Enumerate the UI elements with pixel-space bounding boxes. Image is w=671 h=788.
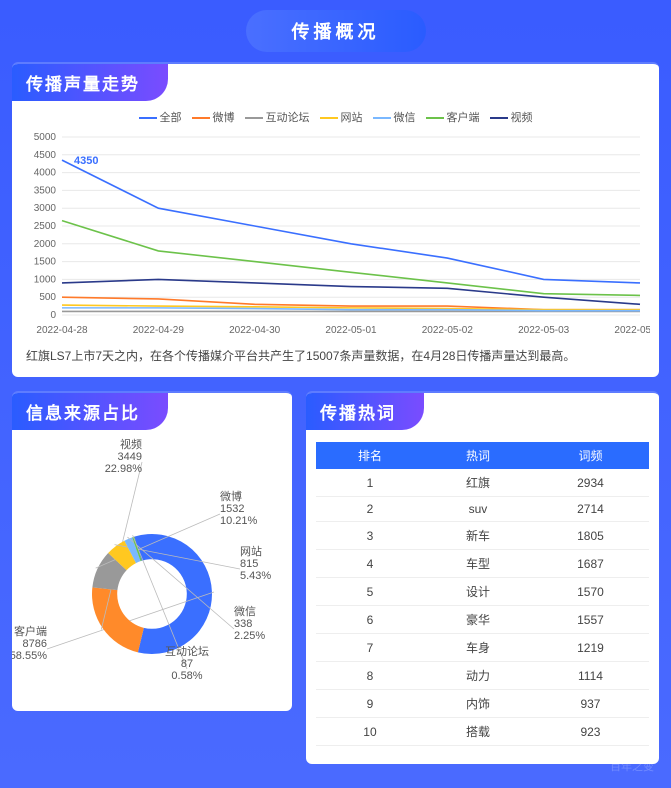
legend-item[interactable]: 微博 — [192, 109, 235, 125]
svg-text:2000: 2000 — [34, 239, 57, 250]
svg-text:2022-04-28: 2022-04-28 — [36, 325, 88, 336]
table-row: 4车型1687 — [316, 550, 649, 578]
svg-text:2022-04-29: 2022-04-29 — [133, 325, 185, 336]
legend-item[interactable]: 互动论坛 — [245, 109, 310, 125]
table-row: 5设计1570 — [316, 578, 649, 606]
table-header: 排名 — [316, 442, 424, 469]
watermark: 超级宇论 百年之变 — [610, 745, 654, 774]
svg-text:2022-04-30: 2022-04-30 — [229, 325, 281, 336]
table-row: 8动力1114 — [316, 662, 649, 690]
svg-text:互动论坛: 互动论坛 — [165, 644, 209, 658]
legend-item[interactable]: 微信 — [373, 109, 416, 125]
table-row: 1红旗2934 — [316, 469, 649, 497]
table-row: 6豪华1557 — [316, 606, 649, 634]
hotwords-title: 传播热词 — [306, 393, 424, 430]
line-chart-desc: 红旗LS7上市7天之内，在各个传播媒介平台共产生了15007条声量数据，在4月2… — [12, 339, 659, 367]
legend-item[interactable]: 网站 — [320, 109, 363, 125]
table-row: 3新车1805 — [316, 522, 649, 550]
svg-text:2022-05-03: 2022-05-03 — [518, 325, 570, 336]
table-header: 热词 — [424, 442, 532, 469]
svg-text:338: 338 — [234, 618, 252, 630]
svg-text:2022-05-01: 2022-05-01 — [325, 325, 377, 336]
page-title-pill: 传播概况 — [246, 10, 426, 52]
svg-text:3000: 3000 — [34, 203, 57, 214]
svg-text:视频: 视频 — [120, 437, 142, 451]
svg-text:815: 815 — [240, 558, 258, 570]
donut-card: 信息来源占比 客户端878658.55% 视频344922.98% 微博153210… — [12, 391, 292, 711]
svg-text:4350: 4350 — [74, 155, 98, 167]
svg-text:5.43%: 5.43% — [240, 570, 271, 582]
donut-chart: 客户端878658.55%视频344922.98%微博153210.21%网站8… — [12, 434, 292, 704]
svg-text:3449: 3449 — [118, 451, 142, 463]
svg-text:87: 87 — [181, 658, 193, 670]
svg-text:微博: 微博 — [220, 489, 242, 503]
donut-title: 信息来源占比 — [12, 393, 168, 430]
line-chart-card: 传播声量走势 全部微博互动论坛网站微信客户端视频 0 500 1000 1500 200… — [12, 62, 659, 377]
svg-text:1000: 1000 — [34, 274, 57, 285]
svg-text:4500: 4500 — [34, 150, 57, 161]
svg-text:1532: 1532 — [220, 503, 244, 515]
svg-text:22.98%: 22.98% — [105, 463, 143, 475]
svg-text:5000: 5000 — [34, 132, 57, 143]
table-row: 10搭载923 — [316, 718, 649, 746]
svg-text:0: 0 — [50, 310, 56, 321]
svg-text:2022-05-02: 2022-05-02 — [422, 325, 474, 336]
legend-item[interactable]: 全部 — [139, 109, 182, 125]
line-chart: 0 500 1000 1500 2000 2500 3000 3500 4000 4500 5000… — [20, 129, 650, 339]
svg-text:8786: 8786 — [23, 638, 47, 650]
hotwords-table: 排名热词词频 1红旗29342suv27143新车18054车型16875设计1… — [316, 442, 649, 746]
svg-text:10.21%: 10.21% — [220, 515, 258, 527]
svg-text:2022-05-04: 2022-05-04 — [614, 325, 650, 336]
table-row: 2suv2714 — [316, 497, 649, 522]
svg-text:3500: 3500 — [34, 185, 57, 196]
svg-text:2500: 2500 — [34, 221, 57, 232]
svg-text:微信: 微信 — [234, 604, 256, 618]
line-chart-title: 传播声量走势 — [12, 64, 168, 101]
svg-text:0.58%: 0.58% — [171, 670, 202, 682]
svg-text:58.55%: 58.55% — [12, 650, 47, 662]
legend-item[interactable]: 客户端 — [426, 109, 480, 125]
table-header: 词频 — [532, 442, 649, 469]
svg-text:2.25%: 2.25% — [234, 630, 265, 642]
legend-item[interactable]: 视频 — [490, 109, 533, 125]
line-chart-legend: 全部微博互动论坛网站微信客户端视频 — [12, 105, 659, 129]
hotwords-card: 传播热词 排名热词词频 1红旗29342suv27143新车18054车型168… — [306, 391, 659, 764]
table-row: 7车身1219 — [316, 634, 649, 662]
svg-text:500: 500 — [39, 292, 56, 303]
svg-text:1500: 1500 — [34, 257, 57, 268]
svg-text:网站: 网站 — [240, 544, 262, 558]
svg-text:4000: 4000 — [34, 168, 57, 179]
svg-text:客户端: 客户端 — [14, 624, 47, 638]
